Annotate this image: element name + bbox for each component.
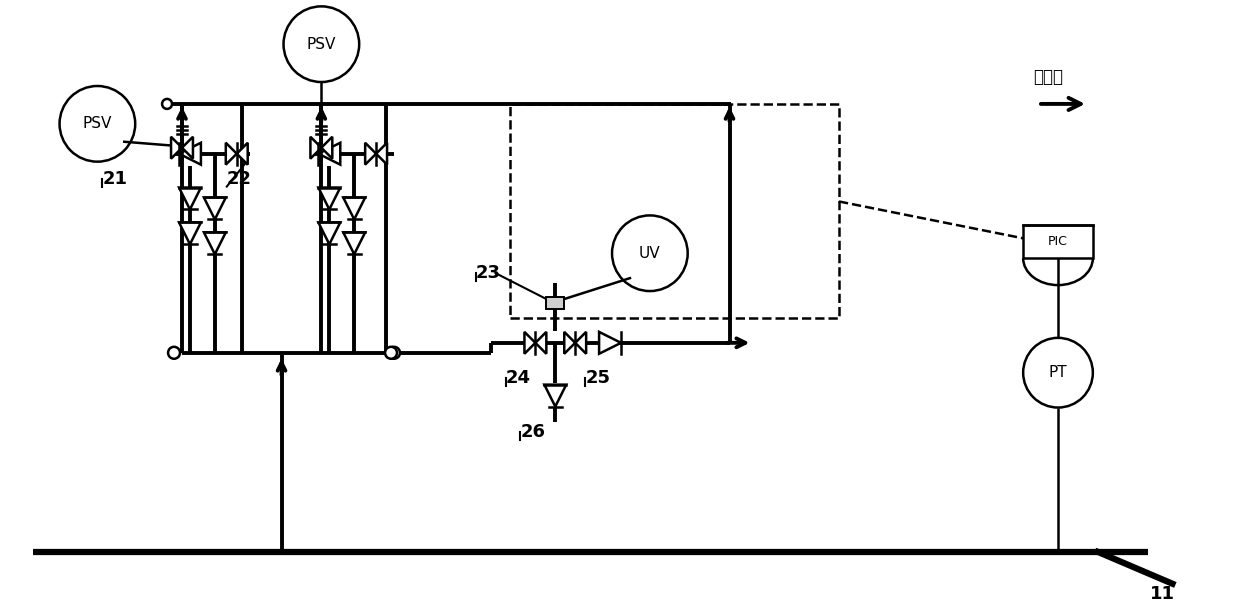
Polygon shape: [237, 143, 248, 165]
Circle shape: [284, 6, 360, 82]
Polygon shape: [226, 143, 237, 165]
Polygon shape: [376, 143, 387, 165]
Circle shape: [60, 86, 135, 162]
Polygon shape: [310, 137, 321, 159]
Text: PSV: PSV: [306, 37, 336, 51]
Polygon shape: [319, 223, 340, 245]
Circle shape: [169, 347, 180, 359]
Circle shape: [613, 215, 688, 291]
Bar: [511, 104, 839, 318]
Polygon shape: [171, 137, 182, 159]
Text: 25: 25: [585, 368, 610, 387]
Polygon shape: [544, 384, 567, 406]
Polygon shape: [319, 188, 340, 210]
Polygon shape: [182, 137, 193, 159]
Polygon shape: [179, 143, 201, 165]
Bar: [1023, 226, 1092, 258]
Text: 23: 23: [476, 264, 501, 282]
Text: 排火炬: 排火炬: [1033, 68, 1063, 86]
Text: 21: 21: [103, 170, 128, 188]
Polygon shape: [564, 332, 575, 354]
Text: PIC: PIC: [1048, 235, 1068, 248]
Polygon shape: [343, 197, 365, 219]
Circle shape: [1023, 338, 1092, 408]
Text: 26: 26: [521, 424, 546, 441]
Text: UV: UV: [639, 246, 661, 261]
Circle shape: [386, 347, 397, 359]
Polygon shape: [179, 188, 201, 210]
Polygon shape: [319, 143, 340, 165]
Circle shape: [388, 347, 401, 359]
Text: PT: PT: [1049, 365, 1068, 380]
Polygon shape: [365, 143, 376, 165]
Bar: [547, 297, 564, 309]
Text: PSV: PSV: [83, 116, 112, 131]
Polygon shape: [525, 332, 536, 354]
Polygon shape: [321, 137, 332, 159]
Polygon shape: [203, 197, 226, 219]
Polygon shape: [179, 223, 201, 245]
Polygon shape: [599, 332, 621, 354]
Text: 11: 11: [1149, 585, 1176, 603]
Polygon shape: [203, 232, 226, 254]
Text: 22: 22: [227, 170, 252, 188]
Polygon shape: [343, 232, 365, 254]
Polygon shape: [575, 332, 587, 354]
Polygon shape: [536, 332, 547, 354]
Circle shape: [162, 99, 172, 109]
Text: 24: 24: [506, 368, 531, 387]
